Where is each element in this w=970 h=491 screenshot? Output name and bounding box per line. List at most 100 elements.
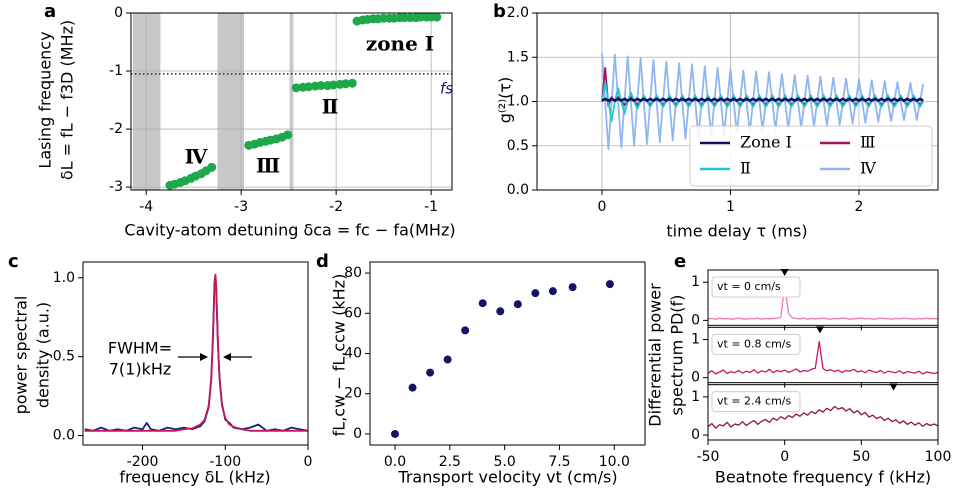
plot-frame [707,384,939,441]
data-point [426,368,435,377]
plot-frame [707,269,939,326]
y-tick-label: 0.5 [507,138,529,154]
y-tick-label: 1 [691,389,700,405]
data-line [707,340,939,375]
y-axis-label: δL = fL − f3D (MHz) [58,20,77,180]
data-point [408,383,417,392]
y-tick-label: 1 [691,274,700,290]
panel-letter: a [44,1,56,22]
data-point [328,80,338,90]
peak-marker [815,326,824,334]
shaded-region [132,13,161,190]
plot-frame [82,261,309,446]
data-point [316,81,326,91]
x-axis-label: frequency δL (kHz) [119,468,270,487]
data-point [531,289,540,298]
x-tick-label: -1 [424,199,438,215]
series-label: vt = 0 cm/s [717,280,781,293]
annotation: 7(1)kHz [109,360,172,379]
x-axis-label: Cavity-atom detuning δca = fc − fa(MHz) [124,221,455,240]
y-tick-label: 0.0 [507,182,529,198]
y-axis-label: g⁽²⁾(τ) [496,77,515,124]
data-point [283,130,293,140]
y-tick-label: 0 [691,370,700,386]
data-point [605,280,614,289]
arrow-head [223,353,231,361]
series-label: vt = 0.8 cm/s [717,337,791,350]
data-point [548,287,557,296]
y-axis-label: fL,cw − fL,ccw (kHz) [330,274,349,437]
reference-label: fs [440,79,453,97]
y-tick-label: 0.0 [53,428,75,444]
data-point [304,82,314,92]
series-label-box [711,276,801,298]
series-label-box [711,391,801,413]
y-tick-label: 0 [353,426,362,442]
fwhm-arrows [178,353,252,361]
y-tick-label: -3 [109,179,123,195]
x-tick-label: 10.0 [599,454,630,470]
y-tick-label: 1.0 [53,270,75,286]
y-tick-label: -1 [109,63,123,79]
y-tick-label: 0 [114,5,123,21]
y-axis-label: Differential power [646,283,665,427]
y-axis-label: Lasing frequency [36,31,55,168]
data-line [707,283,939,320]
annotation: Ⅲ [256,154,280,178]
annotation: Ⅱ [322,95,339,119]
series-label-box [711,333,801,355]
y-tick-label: -2 [109,121,123,137]
x-tick-label: -2 [329,199,343,215]
x-tick-label: 2 [855,199,864,215]
data-point [568,283,577,292]
data-point [347,78,357,88]
arrow-head [200,353,208,361]
panel-letter: d [316,251,329,272]
x-tick-label: 0 [780,449,789,465]
data-point [291,83,301,93]
y-tick-label: 0.5 [53,349,75,365]
x-tick-label: 0.0 [384,454,406,470]
y-tick-label: 60 [344,305,362,321]
data-point [478,299,487,308]
plot-frame [130,12,453,191]
y-tick-label: 0 [691,427,700,443]
x-tick-label: 50 [852,449,870,465]
data-point [432,12,442,22]
y-tick-label: 80 [344,265,362,281]
legend-label: Ⅲ [860,133,875,152]
x-tick-label: -200 [127,454,159,470]
x-tick-label: 0 [598,199,607,215]
shaded-region [289,13,294,190]
panel-letter: c [8,251,19,272]
x-tick-label: 1 [726,199,735,215]
legend-label: Ⅳ [860,159,877,178]
panel-letter: b [493,1,506,22]
y-tick-label: 20 [344,386,362,402]
legend-label: Ⅱ [740,159,751,178]
data-line [84,273,308,432]
x-tick-label: -50 [697,449,720,465]
data-point [443,355,452,364]
x-axis-label: time delay τ (ms) [666,222,807,241]
x-tick-label: 2.5 [439,454,461,470]
panel-letter: e [674,251,686,272]
x-axis-label: Transport velocity vt (cm/s) [397,468,617,487]
data-point [207,162,217,172]
series-label: vt = 2.4 cm/s [717,395,791,408]
x-tick-label: -4 [139,199,153,215]
annotation: Ⅳ [185,145,208,169]
y-tick-label: 1.0 [507,94,529,110]
x-tick-label: -3 [234,199,248,215]
peak-marker [889,383,898,391]
x-tick-label: 5.0 [494,454,516,470]
legend-box [689,125,933,187]
legend-label: Zone Ⅰ [740,133,792,152]
peak-marker [780,269,789,276]
annotation: FWHM= [108,339,172,358]
y-tick-label: 1.5 [507,49,529,65]
x-tick-label: 100 [925,449,952,465]
x-tick-label: 7.5 [548,454,570,470]
x-tick-label: 0 [304,454,313,470]
